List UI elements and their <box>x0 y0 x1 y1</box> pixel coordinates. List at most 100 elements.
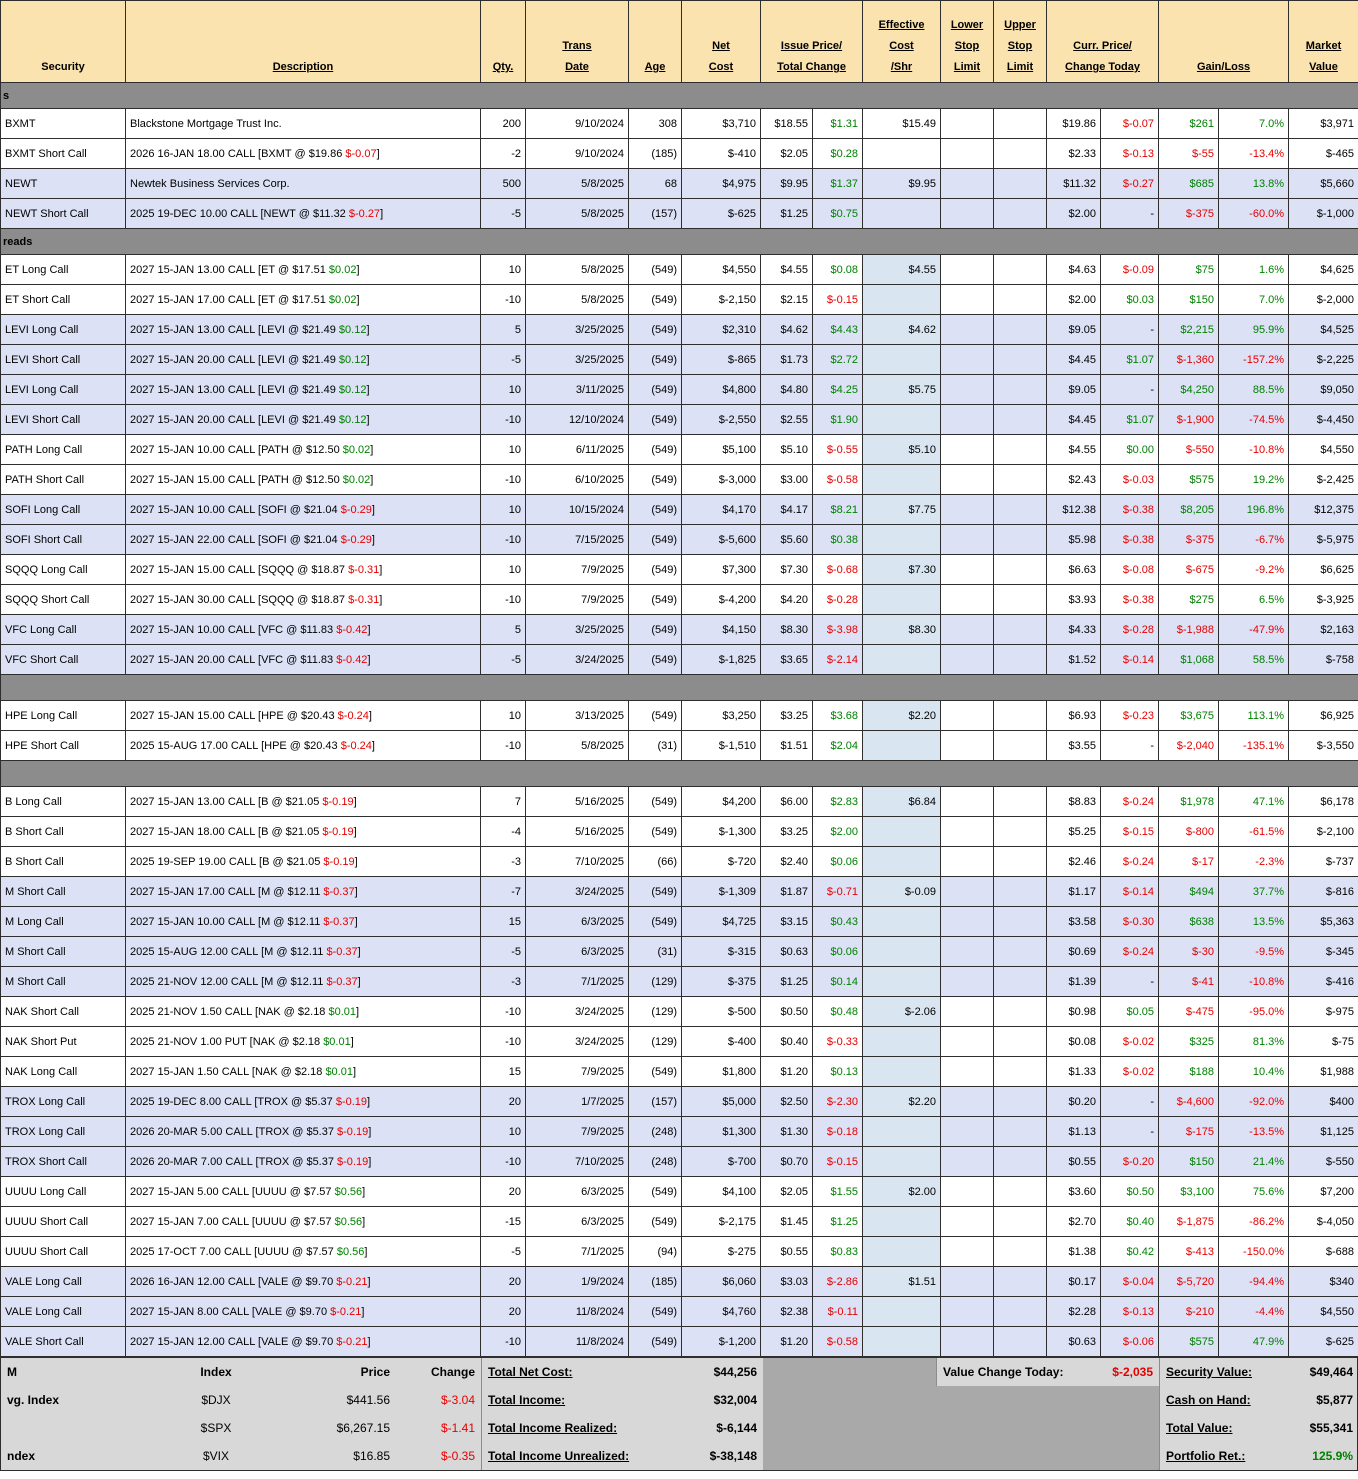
cell-issue-price[interactable]: $6.00 <box>760 786 813 817</box>
cell-curr-price[interactable]: $6.93 <box>1046 700 1102 731</box>
cell-net-cost[interactable]: $4,975 <box>681 168 761 199</box>
cell-curr-price[interactable]: $3.58 <box>1046 906 1102 937</box>
cell-change-today[interactable]: $-0.13 <box>1100 1296 1160 1327</box>
cell-gain-loss-pct[interactable]: 13.8% <box>1218 168 1290 199</box>
cell-change-today[interactable]: $1.07 <box>1100 404 1160 435</box>
cell-gain-loss[interactable]: $-413 <box>1158 1236 1220 1267</box>
cell-trans-date[interactable]: 6/10/2025 <box>525 464 629 495</box>
cell-lower-stop-limit[interactable] <box>940 966 995 997</box>
cell-effective-cost[interactable]: $5.10 <box>862 434 942 465</box>
cell-upper-stop-limit[interactable] <box>993 494 1048 525</box>
cell-net-cost[interactable]: $3,250 <box>681 700 761 731</box>
cell-effective-cost[interactable] <box>862 1026 942 1057</box>
cell-security[interactable]: LEVI Short Call <box>0 344 126 375</box>
cell-qty[interactable]: 200 <box>480 108 526 139</box>
cell-issue-price[interactable]: $0.50 <box>760 996 813 1027</box>
cell-curr-price[interactable]: $12.38 <box>1046 494 1102 525</box>
cell-age[interactable]: (549) <box>628 314 682 345</box>
cell-age[interactable]: 68 <box>628 168 682 199</box>
cell-trans-date[interactable]: 7/15/2025 <box>525 524 629 555</box>
cell-description[interactable]: 2027 15-JAN 10.00 CALL [M @ $12.11 $-0.3… <box>125 906 481 937</box>
cell-trans-date[interactable]: 11/8/2024 <box>525 1296 629 1327</box>
cell-total-change[interactable]: $1.25 <box>811 1206 864 1237</box>
cell-effective-cost[interactable] <box>862 138 942 169</box>
cell-trans-date[interactable]: 6/3/2025 <box>525 936 629 967</box>
cell-effective-cost[interactable] <box>862 404 942 435</box>
cell-gain-loss[interactable]: $-30 <box>1158 936 1220 967</box>
cell-age[interactable]: (549) <box>628 584 682 615</box>
cell-upper-stop-limit[interactable] <box>993 198 1048 229</box>
cell-effective-cost[interactable]: $8.30 <box>862 614 942 645</box>
cell-market-value[interactable]: $-3,925 <box>1288 584 1358 615</box>
cell-description[interactable]: 2027 15-JAN 5.00 CALL [UUUU @ $7.57 $0.5… <box>125 1176 481 1207</box>
cell-net-cost[interactable]: $-865 <box>681 344 761 375</box>
cell-gain-loss[interactable]: $4,250 <box>1158 374 1220 405</box>
cell-upper-stop-limit[interactable] <box>993 996 1048 1027</box>
col-header-age[interactable]: Age <box>628 0 682 83</box>
cell-upper-stop-limit[interactable] <box>993 1086 1048 1117</box>
cell-lower-stop-limit[interactable] <box>940 614 995 645</box>
cell-description[interactable]: 2027 15-JAN 10.00 CALL [VFC @ $11.83 $-0… <box>125 614 481 645</box>
cell-effective-cost[interactable]: $9.95 <box>862 168 942 199</box>
cell-qty[interactable]: -10 <box>480 464 526 495</box>
cell-net-cost[interactable]: $-5,600 <box>681 524 761 555</box>
cell-description[interactable]: 2027 15-JAN 13.00 CALL [LEVI @ $21.49 $0… <box>125 314 481 345</box>
cell-gain-loss-pct[interactable]: -61.5% <box>1218 816 1290 847</box>
cell-gain-loss-pct[interactable]: -9.5% <box>1218 936 1290 967</box>
cell-gain-loss[interactable]: $75 <box>1158 254 1220 285</box>
cell-effective-cost[interactable]: $6.84 <box>862 786 942 817</box>
cell-upper-stop-limit[interactable] <box>993 168 1048 199</box>
cell-change-today[interactable]: $-0.27 <box>1100 168 1160 199</box>
cell-effective-cost[interactable]: $4.62 <box>862 314 942 345</box>
cell-market-value[interactable]: $-975 <box>1288 996 1358 1027</box>
cell-effective-cost[interactable] <box>862 1326 942 1357</box>
cell-gain-loss-pct[interactable]: 7.0% <box>1218 108 1290 139</box>
cell-total-change[interactable]: $1.55 <box>811 1176 864 1207</box>
cell-change-today[interactable]: $0.03 <box>1100 284 1160 315</box>
cell-upper-stop-limit[interactable] <box>993 1296 1048 1327</box>
cell-lower-stop-limit[interactable] <box>940 1206 995 1237</box>
cell-market-value[interactable]: $6,925 <box>1288 700 1358 731</box>
cell-upper-stop-limit[interactable] <box>993 108 1048 139</box>
cell-net-cost[interactable]: $5,000 <box>681 1086 761 1117</box>
cell-issue-price[interactable]: $2.55 <box>760 404 813 435</box>
cell-effective-cost[interactable]: $2.20 <box>862 1086 942 1117</box>
cell-market-value[interactable]: $4,550 <box>1288 1296 1358 1327</box>
cell-market-value[interactable]: $-3,550 <box>1288 730 1358 761</box>
cell-lower-stop-limit[interactable] <box>940 584 995 615</box>
col-header-gain-loss[interactable]: Gain/Loss <box>1158 0 1290 83</box>
cell-security[interactable]: M Short Call <box>0 876 126 907</box>
cell-trans-date[interactable]: 9/10/2024 <box>525 138 629 169</box>
cell-total-change[interactable]: $0.13 <box>811 1056 864 1087</box>
cell-qty[interactable]: -5 <box>480 936 526 967</box>
cell-age[interactable]: 308 <box>628 108 682 139</box>
cell-gain-loss-pct[interactable]: -13.5% <box>1218 1116 1290 1147</box>
cell-total-change[interactable]: $-0.15 <box>811 1146 864 1177</box>
cell-effective-cost[interactable]: $15.49 <box>862 108 942 139</box>
cell-curr-price[interactable]: $1.13 <box>1046 1116 1102 1147</box>
cell-net-cost[interactable]: $-2,150 <box>681 284 761 315</box>
cell-market-value[interactable]: $-465 <box>1288 138 1358 169</box>
cell-gain-loss-pct[interactable]: 47.9% <box>1218 1326 1290 1357</box>
cell-lower-stop-limit[interactable] <box>940 876 995 907</box>
cell-total-change[interactable]: $-0.28 <box>811 584 864 615</box>
cell-market-value[interactable]: $5,660 <box>1288 168 1358 199</box>
cell-description[interactable]: 2027 15-JAN 20.00 CALL [LEVI @ $21.49 $0… <box>125 404 481 435</box>
cell-gain-loss[interactable]: $-1,900 <box>1158 404 1220 435</box>
cell-security[interactable]: NEWT Short Call <box>0 198 126 229</box>
cell-upper-stop-limit[interactable] <box>993 614 1048 645</box>
cell-upper-stop-limit[interactable] <box>993 404 1048 435</box>
cell-security[interactable]: B Long Call <box>0 786 126 817</box>
cell-security[interactable]: NEWT <box>0 168 126 199</box>
cell-change-today[interactable]: $-0.15 <box>1100 816 1160 847</box>
cell-upper-stop-limit[interactable] <box>993 1326 1048 1357</box>
cell-trans-date[interactable]: 7/1/2025 <box>525 966 629 997</box>
cell-trans-date[interactable]: 3/25/2025 <box>525 344 629 375</box>
cell-description[interactable]: 2027 15-JAN 15.00 CALL [HPE @ $20.43 $-0… <box>125 700 481 731</box>
cell-net-cost[interactable]: $1,300 <box>681 1116 761 1147</box>
cell-trans-date[interactable]: 6/3/2025 <box>525 906 629 937</box>
cell-lower-stop-limit[interactable] <box>940 254 995 285</box>
cell-change-today[interactable]: - <box>1100 966 1160 997</box>
cell-age[interactable]: (549) <box>628 786 682 817</box>
cell-qty[interactable]: -10 <box>480 1326 526 1357</box>
